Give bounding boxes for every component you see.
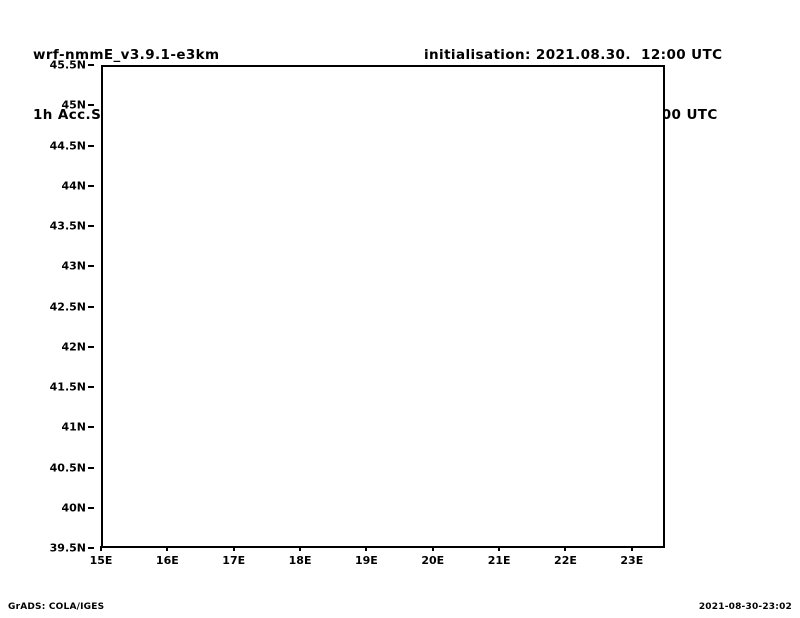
y-tick-label-40N: 40N xyxy=(61,501,86,515)
y-tick-label-41.5N: 41.5N xyxy=(49,380,86,394)
initialisation-label: initialisation: 2021.08.30. 12:00 UTC xyxy=(424,47,723,63)
y-axis: 45.5N 45N 44.5N 44N 43.5N 43N 42.5N 42N 41.5N 41N… xyxy=(30,59,94,555)
model-name-label: wrf-nmmE_v3.9.1-e3km xyxy=(33,47,220,63)
y-tick-label-41N: 41N xyxy=(61,420,86,434)
map-coastlines xyxy=(101,66,665,548)
y-tick-label-43.5N: 43.5N xyxy=(49,219,86,233)
x-tick-mark-19E xyxy=(365,546,368,551)
x-tick-label-23E: 23E xyxy=(620,554,644,567)
x-tick-label-15E: 15E xyxy=(89,554,113,567)
x-tick-mark-16E xyxy=(166,546,169,551)
map-plot-area[interactable] xyxy=(101,65,665,548)
map-canvas xyxy=(101,65,665,548)
x-tick-label-19E: 19E xyxy=(354,554,378,567)
x-tick-mark-18E xyxy=(299,546,302,551)
render-timestamp-label: 2021-08-30-23:02 xyxy=(698,602,792,612)
y-tick-label-45N: 45N xyxy=(61,98,86,112)
x-tick-mark-22E xyxy=(564,546,567,551)
x-axis: 15E 16E 17E 18E 19E 20E 21E 22E 23E xyxy=(90,546,665,567)
y-tick-label-39.5N: 39.5N xyxy=(49,541,86,555)
y-tick-mark-44.5N xyxy=(88,144,94,147)
x-tick-label-16E: 16E xyxy=(155,554,179,567)
y-tick-label-42N: 42N xyxy=(61,340,86,354)
x-tick-mark-23E xyxy=(630,546,633,551)
x-tick-label-21E: 21E xyxy=(487,554,511,567)
y-tick-label-44.5N: 44.5N xyxy=(49,139,86,152)
y-tick-mark-41.5N xyxy=(88,386,94,388)
y-tick-mark-42N xyxy=(88,345,94,348)
y-tick-mark-41N xyxy=(88,426,94,429)
x-tick-label-17E: 17E xyxy=(222,554,246,567)
x-tick-label-18E: 18E xyxy=(288,554,312,567)
y-tick-mark-40N xyxy=(88,506,94,509)
x-tick-mark-15E xyxy=(100,546,102,551)
y-tick-label-44N: 44N xyxy=(61,179,86,193)
y-tick-mark-43N xyxy=(88,265,94,268)
y-tick-label-42.5N: 42.5N xyxy=(49,300,86,313)
y-tick-label-40.5N: 40.5N xyxy=(49,461,86,474)
x-tick-label-22E: 22E xyxy=(554,554,577,567)
x-tick-mark-21E xyxy=(498,546,501,551)
y-tick-mark-44N xyxy=(88,184,94,187)
x-tick-mark-20E xyxy=(431,546,434,551)
y-tick-label-45.5N: 45.5N xyxy=(49,58,86,72)
grads-credit-label: GrADS: COLA/IGES xyxy=(8,602,105,612)
y-tick-label-43N: 43N xyxy=(61,259,86,273)
x-tick-label-20E: 20E xyxy=(421,554,445,567)
y-tick-mark-39.5N xyxy=(88,547,94,549)
y-tick-mark-42.5N xyxy=(88,305,94,308)
x-tick-mark-17E xyxy=(232,546,235,551)
y-tick-mark-40.5N xyxy=(88,466,94,469)
y-tick-mark-45.5N xyxy=(88,64,94,66)
y-tick-mark-45N xyxy=(88,104,94,107)
y-tick-mark-43.5N xyxy=(88,225,94,227)
